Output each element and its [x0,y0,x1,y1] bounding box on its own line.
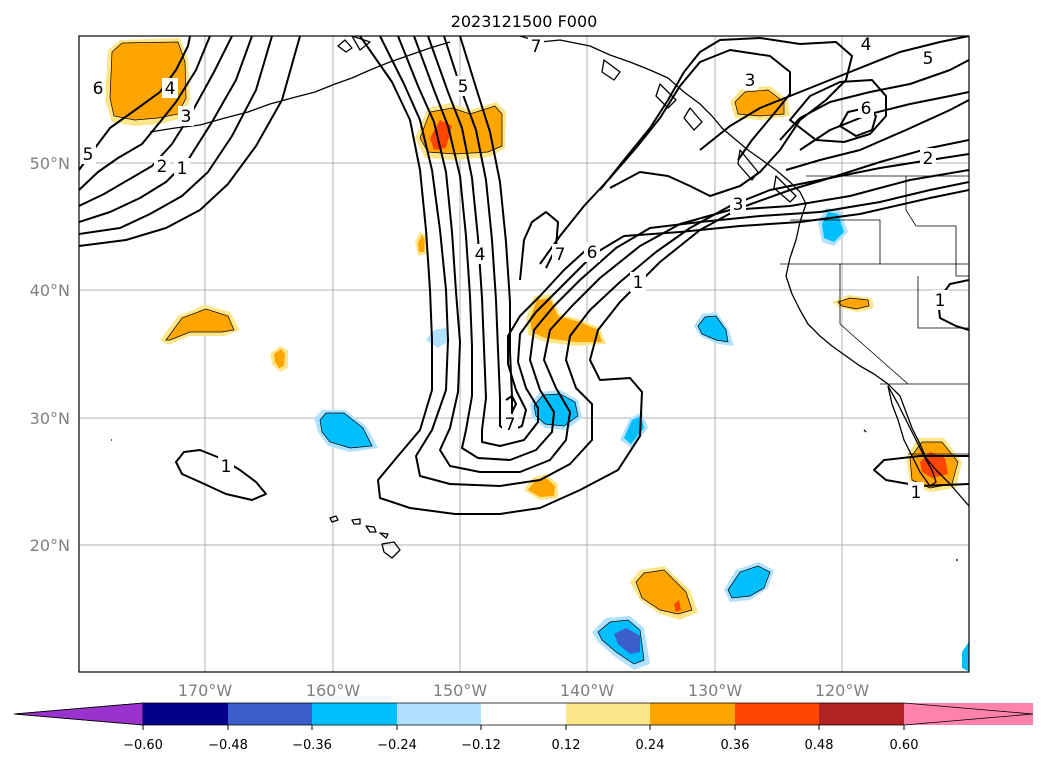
contour-label: 6 [861,99,872,119]
anomaly-positive [528,478,555,497]
colorbar-bin [143,703,228,725]
lat-label: 30°N [30,409,70,428]
anomaly-positive [838,298,869,309]
anomaly-negative [728,566,770,598]
anomaly-negative [624,416,644,444]
contour-label: 4 [861,35,872,55]
contour-label: 3 [745,71,756,91]
lon-label: 130°W [688,681,743,700]
contour-label: 1 [935,291,946,311]
anomaly-positive [418,235,425,252]
anomaly-positive [430,120,452,150]
coastlines [111,36,969,561]
lat-label: 20°N [30,536,70,555]
contour-label: 2 [157,157,168,177]
lon-axis-labels: 170°W 160°W 150°W 140°W 130°W 120°W [178,681,870,700]
colorbar-bin [819,703,904,725]
contour-label: 7 [531,37,542,57]
colorbar-bin [397,703,481,725]
lon-label: 120°W [815,681,870,700]
colorbar-extend-high [904,703,1033,725]
colorbar-tick-label: −0.12 [461,738,501,753]
colorbar-tick-label: 0.48 [805,738,834,753]
map-title: 2023121500 F000 [451,12,598,31]
contour-label: 1 [177,159,188,179]
colorbar-extend-low [13,702,144,726]
colorbar-tick-label: 0.24 [636,738,665,753]
lon-label: 170°W [178,681,233,700]
lat-label: 40°N [30,281,70,300]
colorbar-bin [650,703,735,725]
contour-label: 4 [475,245,486,265]
anomaly-positive [166,309,234,340]
contour-label: 1 [633,273,644,293]
contour-label: 6 [93,79,104,99]
colorbar-tick-label: 0.12 [552,738,581,753]
lon-label: 160°W [306,681,361,700]
anomaly-positive [530,298,602,342]
anomaly-negative [962,641,969,672]
anomaly-positive [674,600,681,612]
anomaly-negative [822,212,844,242]
anomaly-negative [320,413,372,448]
contour-label: 6 [587,243,598,263]
colorbar-bin [312,703,397,725]
contour-label: 7 [555,245,566,265]
alaska-bc-coast [519,36,807,205]
anomaly-positive [735,90,784,116]
contour-label: 5 [458,77,469,97]
contour-label: 1 [221,457,232,477]
contour-label: 3 [181,107,192,127]
contour-label: 7 [505,415,516,435]
colorbar-tick-label: −0.48 [208,738,248,753]
contour-labels: 6 5 4 3 2 1 7 5 4 7 6 1 7 3 6 5 4 2 3 1 … [80,35,948,503]
lat-axis-labels: 50°N 40°N 30°N 20°N [30,154,70,555]
contour-label: 1 [911,483,922,503]
anomaly-positive [274,349,285,368]
us-west-coast [785,203,969,507]
colorbar-bin [228,703,312,725]
baja-california [887,385,937,487]
colorbar-bin [735,703,819,725]
plot-frame [78,35,970,673]
lon-label: 150°W [433,681,488,700]
colorbar-tick-label: 0.36 [721,738,750,753]
colorbar-tick-label: −0.36 [292,738,332,753]
contour-label: 2 [923,149,934,169]
anomaly-negative [534,394,578,426]
colorbar-bin [481,703,566,725]
colorbar-tick-label: −0.60 [123,738,163,753]
contour-label: 5 [923,49,934,69]
colorbar-ticks [142,725,905,730]
aleutian-islands [149,41,451,133]
colorbar-bin [566,703,650,725]
anomaly-negative [614,628,640,654]
plot-area: 6 5 4 3 2 1 7 5 4 7 6 1 7 3 6 5 4 2 3 1 … [79,35,969,672]
state-borders [780,175,969,455]
colorbar-tick-label: −0.24 [377,738,417,753]
contour-label: 4 [165,79,176,99]
lat-label: 50°N [30,154,70,173]
colorbar: −0.60 −0.48 −0.36 −0.24 −0.12 0.12 0.24 … [13,702,1034,753]
contour-label: 3 [733,195,744,215]
lon-label: 140°W [560,681,615,700]
hawaii-islands [329,515,339,523]
colorbar-tick-label: 0.60 [890,738,919,753]
anomaly-positive [110,42,186,120]
contour-label: 5 [83,145,94,165]
